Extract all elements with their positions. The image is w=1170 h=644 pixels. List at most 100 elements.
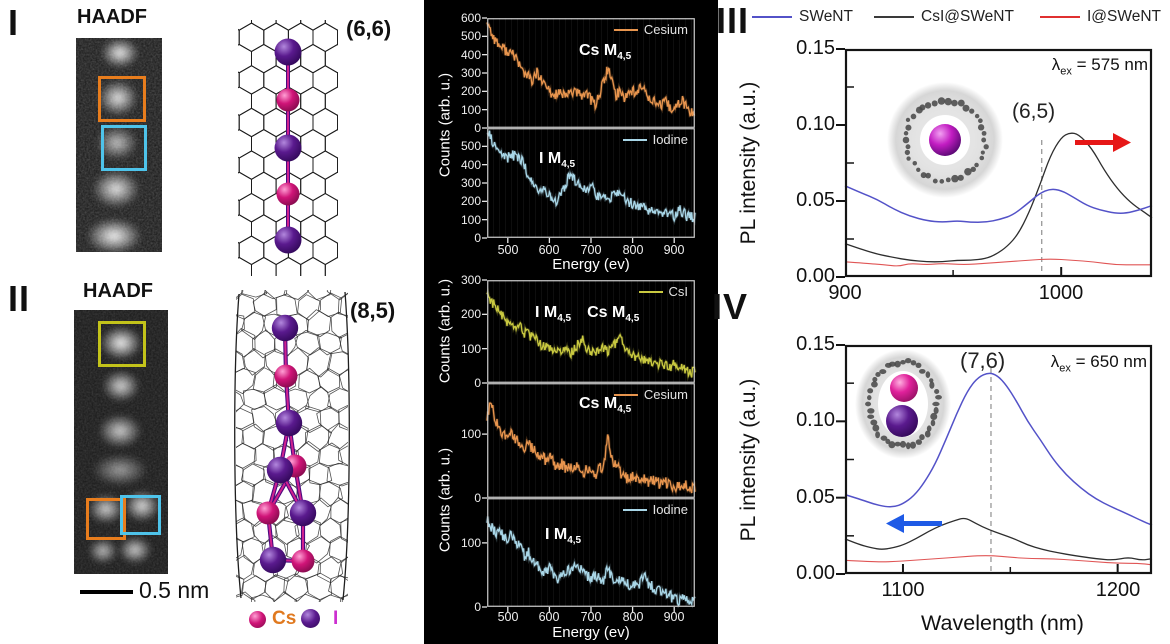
y-tick-label: 0 [474,600,481,614]
y-tick-label: 100 [460,427,481,441]
y-tick-label: 300 [460,66,481,80]
legend-line-icon [1040,16,1080,18]
i-m45-annotation: I M4,5 [539,150,576,171]
i-atom-symbol: I [333,608,339,629]
pl-intensity-axis-label: PL intensity (a.u.) [737,378,760,542]
legend-line-icon [613,393,638,396]
x-tick-label: 500 [497,243,519,257]
roi-box-cyan-ii [120,495,161,535]
x-tick-label: 900 [663,243,685,257]
x-tick-label: 500 [497,610,519,624]
wavelength-axis-label: Wavelength (nm) [921,611,1084,635]
y-tick-label: 500 [460,139,481,153]
pl-chart-iv [836,344,1153,575]
y-tick-label: 200 [460,194,481,208]
roi-box-yellow-ii [98,321,146,367]
legend-label: Iodine [652,502,688,517]
scalebar [80,590,133,594]
x-tick-label: 900 [828,282,862,304]
scalebar-label: 0.5 nm [139,577,210,603]
cs-m45-annotation: Cs M4,5 [579,42,632,63]
legend-label: Cesium [643,22,688,37]
eels-legend: Iodine [622,502,688,517]
eels-plot-cesium-top: Cesium Cs M4,5 [482,17,696,129]
eels-legend: CsI [638,284,688,299]
x-tick-label: 800 [622,610,644,624]
y-tick-label: 0.05 [796,486,835,508]
pl-legend-csi-swent: CsI@SWeNT [874,8,1014,26]
counts-axis-label: Counts (arb. u.) [436,278,454,384]
arrow-right-icon [1075,133,1131,152]
x-tick-label: 1000 [1038,282,1084,304]
legend-line-icon [622,508,647,511]
pl-intensity-axis-label: PL intensity (a.u.) [737,81,760,245]
legend-label: I@SWeNT [1087,8,1162,25]
panel-ii-haadf-title: HAADF [83,280,153,302]
y-tick-label: 0.05 [796,189,835,211]
x-tick-label: 800 [622,243,644,257]
pl-chart-iii [836,48,1153,278]
y-tick-label: 300 [460,176,481,190]
cs-atom-symbol: Cs [272,608,297,629]
legend-label: CsI@SWeNT [921,8,1014,25]
y-tick-label: 0.15 [796,333,835,355]
haadf-image-i [76,38,162,252]
y-tick-label: 0.10 [796,409,835,431]
eels-plot-iodine-top: Iodine I M4,5 [482,128,697,243]
y-tick-label: 0 [474,491,481,505]
legend-label: Iodine [652,132,688,147]
eels-spectra-panel: Counts (arb. u.) Counts (arb. u.) Counts… [424,0,718,644]
x-tick-label: 600 [538,610,560,624]
eels-legend: Cesium [613,387,688,402]
eels-plot-cesium-bottom: Cesium Cs M4,5 [482,383,697,499]
nanotube-model-85 [234,290,350,602]
y-tick-label: 100 [460,213,481,227]
y-tick-label: 0.00 [796,265,835,287]
energy-axis-label: Energy (ev) [552,624,630,641]
y-tick-label: 200 [460,307,481,321]
chirality-85-label: (8,5) [350,298,396,323]
y-tick-label: 0 [474,376,481,390]
y-tick-label: 100 [460,536,481,550]
y-tick-label: 400 [460,158,481,172]
x-tick-label: 1200 [1095,579,1141,601]
arrow-left-icon [886,514,942,533]
legend-line-icon [874,16,914,18]
nanotube-model-66 [238,20,338,276]
y-tick-label: 200 [460,84,481,98]
cs-atom-icon [249,611,266,628]
cs-m45-annotation: Cs M4,5 [579,395,632,416]
legend-line-icon [752,16,792,18]
i-m45-annotation: I M4,5 [545,526,582,547]
nanotube-cross-section-inset-iv [853,348,953,460]
legend-line-icon [638,290,663,293]
y-tick-label: 300 [460,273,481,287]
y-tick-label: 500 [460,29,481,43]
legend-line-icon [622,138,647,141]
roi-box-cyan-i [101,125,147,171]
chirality-66-label: (6,6) [346,16,392,41]
x-tick-label: 900 [663,610,685,624]
panel-iv-label: IV [712,286,749,327]
roi-box-orange-ii [86,498,126,540]
eels-plot-iodine-bottom: Iodine I M4,5 [482,498,697,612]
energy-axis-label: Energy (ev) [552,256,630,273]
peak-label-76: (7,6) [960,348,1006,373]
x-tick-label: 700 [580,610,602,624]
excitation-wavelength-iv: λex = 650 nm [1050,352,1147,375]
roi-box-orange-i [98,76,146,122]
eels-legend: Cesium [613,22,688,37]
y-tick-label: 0.10 [796,113,835,135]
y-tick-label: 100 [460,342,481,356]
y-tick-label: 0 [474,231,481,245]
noise-overlay [76,38,162,252]
eels-plot-csi: CsI I M4,5 Cs M4,5 [482,279,697,384]
panel-ii-label: II [8,278,31,319]
y-tick-label: 600 [460,11,481,25]
x-tick-label: 600 [538,243,560,257]
peak-label-65: (6,5) [1012,100,1056,123]
panel-i-haadf-title: HAADF [77,6,147,28]
y-tick-label: 400 [460,48,481,62]
legend-line-icon [613,28,638,31]
excitation-wavelength-iii: λex = 575 nm [1051,55,1148,78]
